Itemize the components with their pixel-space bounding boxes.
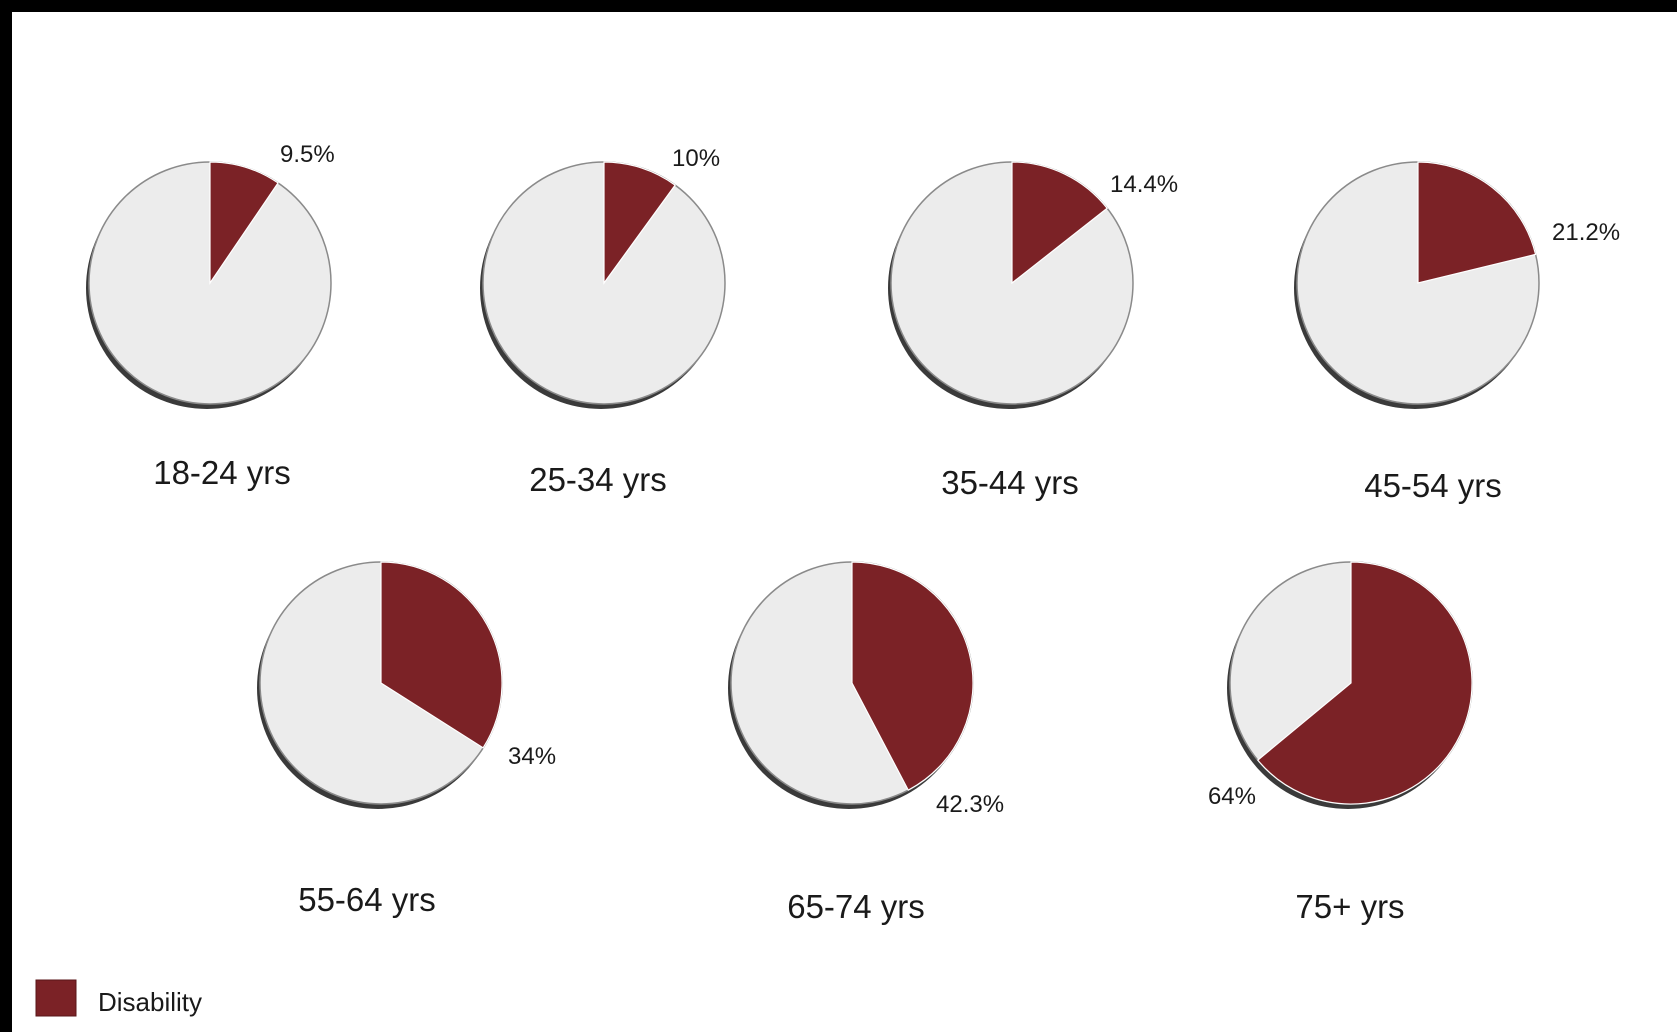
pie-category-label: 18-24 yrs: [153, 454, 291, 491]
pie-slice-disability: [209, 161, 279, 285]
legend: Disability: [35, 979, 202, 1017]
pie-slice-disability: [380, 561, 503, 749]
pie-slice-disability: [1256, 561, 1473, 805]
pie-category-label: 35-44 yrs: [941, 464, 1079, 501]
pie-data-label: 10%: [672, 145, 720, 172]
pie-category-label: 65-74 yrs: [787, 888, 925, 925]
pie-category-label: 55-64 yrs: [298, 881, 436, 918]
pie-slice-disability: [851, 561, 974, 791]
pie-45-54-yrs: 21.2% 45-54 yrs: [1294, 161, 1620, 504]
legend-swatch-disability: [35, 979, 77, 1017]
pies-layer: 9.5% 18-24 yrs 10% 25-34 yrs 14.4% 35-44 yrs 2…: [86, 141, 1620, 925]
pie-data-label: 14.4%: [1110, 171, 1178, 198]
pie-data-label: 64%: [1208, 783, 1256, 810]
pie-18-24-yrs: 9.5% 18-24 yrs: [86, 141, 335, 491]
pie-75plus-yrs: 64% 75+ yrs: [1208, 561, 1473, 925]
pie-slice-disability: [1011, 161, 1108, 285]
pie-25-34-yrs: 10% 25-34 yrs: [480, 145, 726, 498]
pie-slice-disability: [603, 161, 676, 285]
pie-data-label: 42.3%: [936, 791, 1004, 818]
pie-data-label: 9.5%: [280, 141, 335, 168]
pie-category-label: 75+ yrs: [1295, 888, 1404, 925]
pie-category-label: 25-34 yrs: [529, 461, 667, 498]
pie-35-44-yrs: 14.4% 35-44 yrs: [888, 161, 1178, 501]
pie-category-label: 45-54 yrs: [1364, 467, 1502, 504]
pie-slice-disability: [1417, 161, 1537, 284]
pie-55-64-yrs: 34% 55-64 yrs: [257, 561, 556, 918]
legend-label-disability: Disability: [98, 987, 202, 1017]
pie-data-label: 34%: [508, 743, 556, 770]
pie-65-74-yrs: 42.3% 65-74 yrs: [728, 561, 1004, 925]
pie-data-label: 21.2%: [1552, 219, 1620, 246]
